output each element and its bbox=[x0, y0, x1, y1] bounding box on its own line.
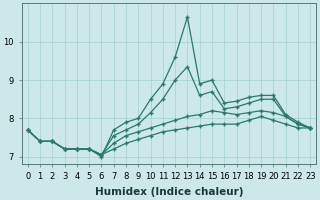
X-axis label: Humidex (Indice chaleur): Humidex (Indice chaleur) bbox=[95, 187, 243, 197]
